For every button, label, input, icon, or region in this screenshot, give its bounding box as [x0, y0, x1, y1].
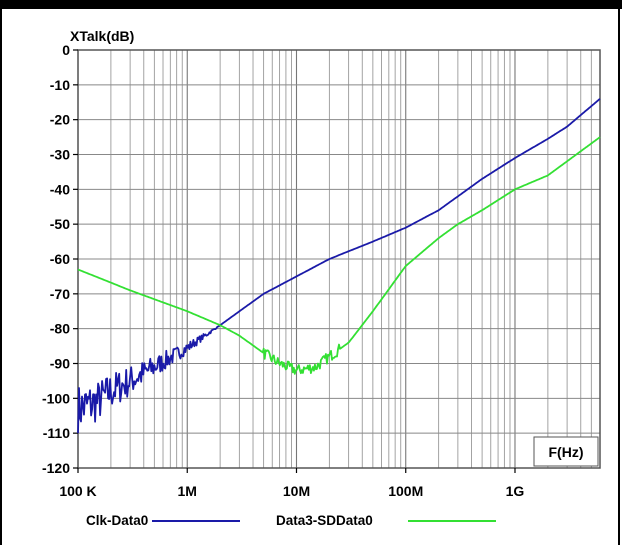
x-tick-label: 1G — [506, 483, 525, 499]
axis-labels: XTalk(dB) F(Hz) — [70, 28, 599, 467]
y-tick-label: 0 — [62, 42, 70, 58]
top-border — [0, 0, 622, 9]
x-axis-title-box — [533, 436, 599, 467]
legend: Clk-Data0 Data3-SDData0 — [86, 513, 496, 528]
y-tick-label: -90 — [50, 356, 70, 372]
series-line-clk-data0 — [77, 98, 601, 434]
y-tick-label: -40 — [50, 181, 70, 197]
y-tick-label: -110 — [43, 425, 70, 441]
grid — [77, 49, 601, 469]
x-tick-label: 10M — [283, 483, 310, 499]
legend-label: Clk-Data0 — [86, 513, 148, 528]
y-axis-ticks: 0 -10 -20 -30 -40 -50 -60 -70 -80 -90 -100 -110 -120 — [42, 42, 78, 476]
y-tick-label: -70 — [50, 286, 70, 302]
y-tick-label: -60 — [50, 251, 70, 267]
x-axis-ticks: 100 K 1M 10M 100M 1G — [59, 468, 524, 499]
y-tick-label: -120 — [42, 460, 70, 476]
x-axis-title: F(Hz) — [549, 444, 584, 460]
series-line-data3-sddata0 — [77, 136, 601, 375]
x-tick-label: 100 K — [59, 483, 96, 499]
series-layer — [77, 98, 601, 434]
legend-label: Data3-SDData0 — [276, 513, 373, 528]
x-tick-label: 100M — [388, 483, 423, 499]
y-tick-label: -80 — [50, 321, 70, 337]
y-tick-label: -20 — [50, 112, 70, 128]
y-axis-title: XTalk(dB) — [70, 28, 134, 44]
y-tick-label: -50 — [50, 216, 70, 232]
y-tick-label: -30 — [50, 147, 70, 163]
y-tick-label: -10 — [50, 77, 70, 93]
y-tick-label: -100 — [42, 390, 70, 406]
x-tick-label: 1M — [178, 483, 197, 499]
